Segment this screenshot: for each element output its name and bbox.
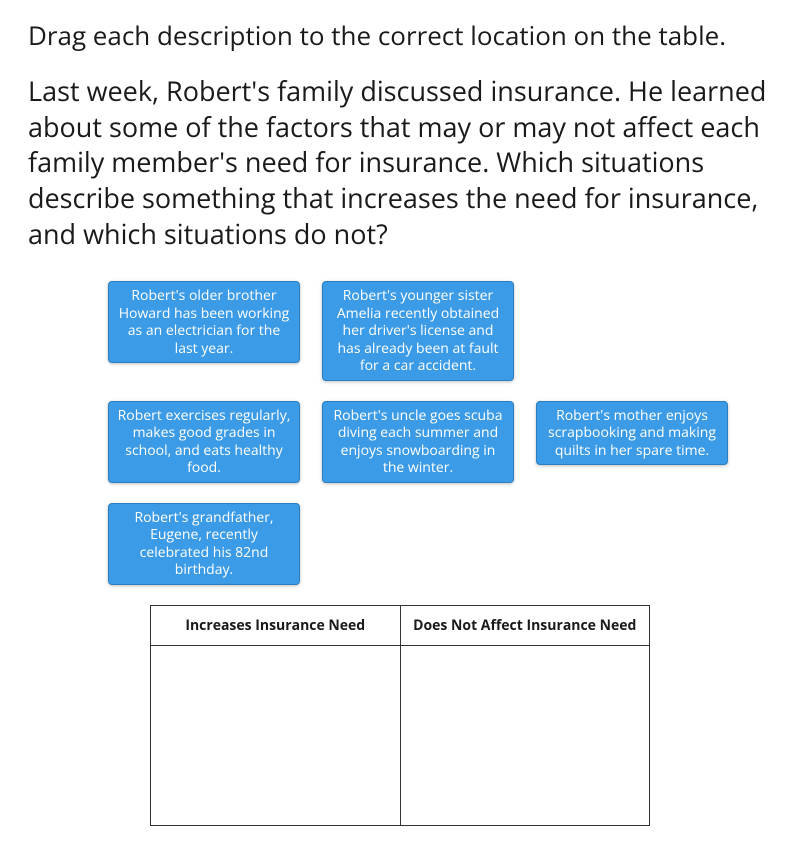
drop-zone-does-not-affect[interactable] <box>400 645 650 825</box>
question-container: Drag each description to the correct loc… <box>0 0 800 866</box>
passage-text: Last week, Robert's family discussed ins… <box>28 73 772 251</box>
drop-table: Increases Insurance Need Does Not Affect… <box>150 605 650 826</box>
draggable-tile[interactable]: Robert's older brother Howard has been w… <box>108 281 300 363</box>
drop-table-wrap: Increases Insurance Need Does Not Affect… <box>28 605 772 826</box>
table-header-does-not-affect: Does Not Affect Insurance Need <box>400 605 650 645</box>
table-header-increases: Increases Insurance Need <box>151 605 401 645</box>
draggable-tile[interactable]: Robert exercises regularly, makes good g… <box>108 401 300 483</box>
draggable-tiles-area: Robert's older brother Howard has been w… <box>28 281 772 585</box>
draggable-tile[interactable]: Robert's uncle goes scuba diving each su… <box>322 401 514 483</box>
draggable-tile[interactable]: Robert's mother enjoys scrapbooking and … <box>536 401 728 466</box>
draggable-tile[interactable]: Robert's grandfather, Eugene, recently c… <box>108 503 300 585</box>
tile-row: Robert's grandfather, Eugene, recently c… <box>108 503 752 585</box>
drop-zone-increases[interactable] <box>151 645 401 825</box>
tile-row: Robert exercises regularly, makes good g… <box>108 401 752 483</box>
draggable-tile[interactable]: Robert's younger sister Amelia recently … <box>322 281 514 381</box>
tile-row: Robert's older brother Howard has been w… <box>108 281 752 381</box>
instruction-text: Drag each description to the correct loc… <box>28 18 772 53</box>
